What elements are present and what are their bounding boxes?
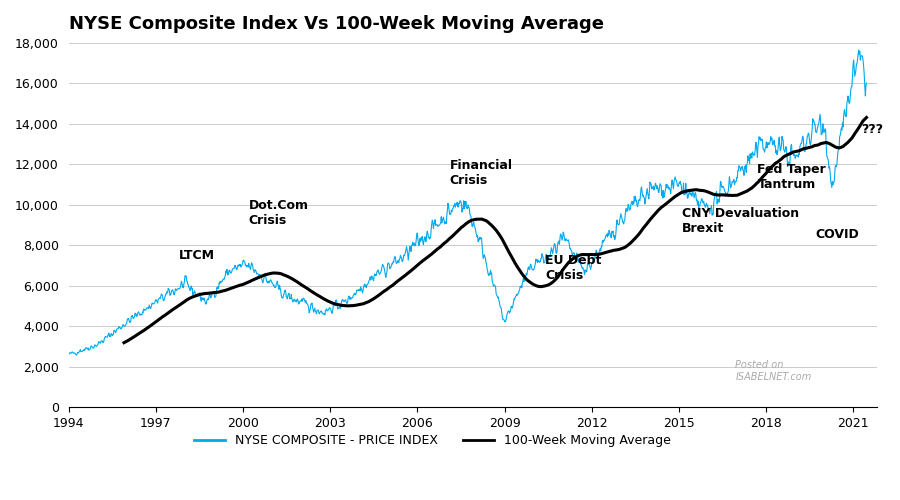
Text: EU Debt
Crisis: EU Debt Crisis xyxy=(545,254,602,282)
Text: NYSE Composite Index Vs 100-Week Moving Average: NYSE Composite Index Vs 100-Week Moving … xyxy=(68,15,604,33)
Text: ???: ??? xyxy=(860,123,883,136)
Text: Dot.Com
Crisis: Dot.Com Crisis xyxy=(248,199,309,227)
Text: CNY Devaluation
Brexit: CNY Devaluation Brexit xyxy=(682,207,799,235)
Text: LTCM: LTCM xyxy=(179,248,215,262)
Legend: NYSE COMPOSITE - PRICE INDEX, 100-Week Moving Average: NYSE COMPOSITE - PRICE INDEX, 100-Week M… xyxy=(188,429,676,452)
Text: Posted on
ISABELNET.com: Posted on ISABELNET.com xyxy=(735,360,812,382)
Text: Financial
Crisis: Financial Crisis xyxy=(449,158,512,186)
Text: COVID: COVID xyxy=(815,228,859,241)
Text: Fed Taper
Tantrum: Fed Taper Tantrum xyxy=(758,162,826,190)
